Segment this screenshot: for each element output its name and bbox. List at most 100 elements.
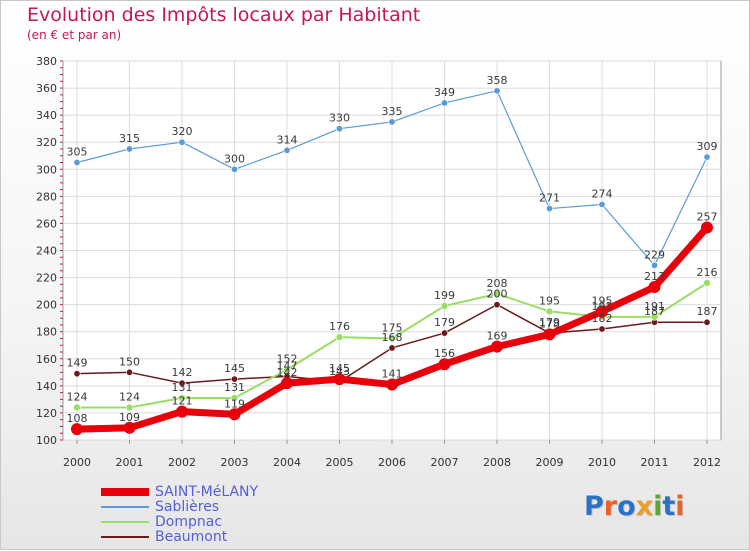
data-label: 168 xyxy=(382,331,403,344)
data-point xyxy=(178,379,186,387)
data-point xyxy=(701,221,713,234)
data-point xyxy=(543,328,556,341)
data-point xyxy=(71,423,83,436)
data-point xyxy=(438,358,451,371)
data-label: 200 xyxy=(487,288,508,301)
data-point xyxy=(388,334,396,343)
data-point xyxy=(440,302,449,310)
proxiti-logo: Proxiti xyxy=(584,491,685,522)
data-label: 178 xyxy=(539,317,560,330)
y-tick-label: 240 xyxy=(36,245,57,258)
data-label: 257 xyxy=(697,210,718,223)
data-point xyxy=(388,344,396,352)
data-label: 274 xyxy=(592,187,613,200)
data-point xyxy=(650,261,658,269)
data-point xyxy=(73,159,81,167)
x-tick-label: 2001 xyxy=(116,456,144,469)
data-label: 179 xyxy=(434,316,455,329)
data-label: 121 xyxy=(172,395,193,408)
x-tick-label: 2011 xyxy=(641,456,669,469)
data-point xyxy=(178,394,186,402)
data-label: 175 xyxy=(382,321,403,334)
data-point xyxy=(388,118,396,126)
data-label: 142 xyxy=(277,366,298,379)
data-label: 179 xyxy=(539,316,560,329)
data-label: 176 xyxy=(329,320,350,333)
data-point xyxy=(228,408,241,421)
data-point xyxy=(491,340,503,353)
data-label: 142 xyxy=(172,366,193,379)
series-0 xyxy=(71,221,713,436)
x-tick-label: 2003 xyxy=(221,456,249,469)
x-tick-label: 2000 xyxy=(63,456,91,469)
data-label: 182 xyxy=(592,312,613,325)
data-point xyxy=(283,146,291,154)
x-tick-label: 2010 xyxy=(588,456,616,469)
data-label: 108 xyxy=(67,412,88,425)
legend-label: Sablières xyxy=(155,499,220,515)
data-label: 300 xyxy=(224,152,245,165)
chart-title: Evolution des Impôts locaux par Habitant xyxy=(27,4,421,26)
data-label: 156 xyxy=(434,347,455,360)
data-label: 124 xyxy=(67,391,88,404)
data-point xyxy=(545,307,554,316)
x-tick-label: 2006 xyxy=(378,456,406,469)
y-tick-label: 360 xyxy=(36,82,57,95)
data-point xyxy=(73,403,81,412)
x-tick-label: 2004 xyxy=(273,456,301,469)
x-tick-label: 2009 xyxy=(536,456,564,469)
data-point xyxy=(650,313,659,321)
y-tick-label: 340 xyxy=(36,109,57,122)
chart-subtitle: (en € et par an) xyxy=(27,28,122,42)
data-point xyxy=(703,318,711,326)
data-label: 320 xyxy=(172,125,193,138)
data-point xyxy=(73,370,81,378)
data-label: 141 xyxy=(382,368,403,381)
legend-label: SAINT-MéLANY xyxy=(155,484,259,500)
series-1 xyxy=(73,87,711,269)
data-label: 145 xyxy=(224,362,245,375)
data-label: 199 xyxy=(434,289,455,302)
data-point xyxy=(440,99,448,107)
data-point xyxy=(126,145,134,153)
data-point xyxy=(598,200,606,208)
y-tick-label: 100 xyxy=(36,434,57,447)
data-label: 330 xyxy=(329,112,350,125)
data-point xyxy=(126,368,134,376)
data-label: 229 xyxy=(644,248,665,261)
data-label: 187 xyxy=(644,305,665,318)
legend-swatch xyxy=(101,506,149,508)
data-label: 131 xyxy=(224,381,245,394)
data-point xyxy=(333,373,346,386)
data-label: 271 xyxy=(539,192,560,205)
data-label: 187 xyxy=(697,305,718,318)
y-tick-label: 180 xyxy=(36,326,57,339)
data-point xyxy=(545,205,553,213)
data-point xyxy=(281,377,293,390)
legend-swatch xyxy=(101,521,149,523)
x-tick-label: 2012 xyxy=(693,456,721,469)
data-label: 169 xyxy=(487,330,508,343)
data-point xyxy=(703,279,711,287)
data-label: 147 xyxy=(277,359,298,372)
data-point xyxy=(230,394,239,402)
data-label: 191 xyxy=(592,300,613,313)
data-label: 216 xyxy=(697,266,718,279)
y-tick-label: 140 xyxy=(36,380,57,393)
data-point xyxy=(178,138,186,146)
legend-swatch xyxy=(101,536,149,538)
data-point xyxy=(231,375,239,383)
data-label: 119 xyxy=(224,397,245,410)
data-label: 124 xyxy=(119,391,140,404)
data-label: 335 xyxy=(382,105,403,118)
data-point xyxy=(596,305,608,318)
y-tick-label: 260 xyxy=(36,217,57,230)
data-point xyxy=(125,403,134,412)
data-label: 109 xyxy=(119,411,140,424)
y-tick-label: 120 xyxy=(36,407,57,420)
data-point xyxy=(703,153,711,161)
y-tick-label: 380 xyxy=(36,55,57,68)
data-point xyxy=(598,325,606,333)
data-label: 195 xyxy=(539,294,560,307)
